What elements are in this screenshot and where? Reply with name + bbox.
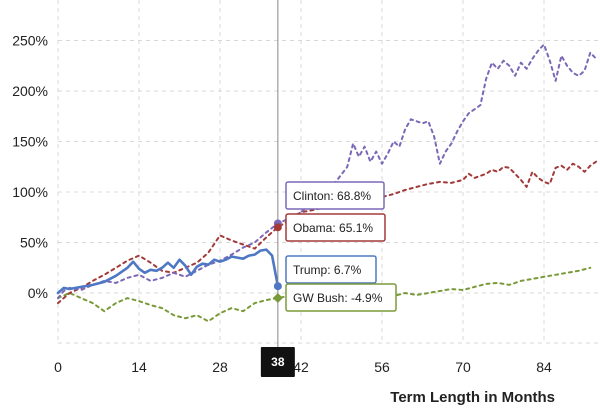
y-tick-label: 150% (12, 134, 48, 150)
x-tick-label: 0 (54, 359, 62, 375)
tooltip-box (285, 255, 377, 284)
x-axis: 0 14 28 42 56 70 84 (54, 359, 552, 375)
x-tick-label: 28 (212, 359, 228, 375)
x-tick-label: 84 (536, 359, 552, 375)
tooltip-box (285, 283, 397, 312)
marker-gw-bush (272, 292, 283, 303)
tooltip-box (285, 181, 385, 210)
tooltip-box (285, 213, 386, 242)
x-tick-label: 56 (374, 359, 390, 375)
series-line-obama (57, 160, 598, 305)
y-tick-label: 250% (12, 33, 48, 49)
gridlines (57, 0, 600, 344)
tooltip-text: Trump: 6.7% (293, 263, 362, 277)
tooltip-gw-bush: GW Bush: -4.9% (285, 283, 397, 312)
crosshair-label: 38 (271, 355, 285, 369)
y-axis: 0% 50% 100% 150% 200% 250% (12, 33, 48, 302)
tooltip-trump: Trump: 6.7% (285, 255, 377, 284)
series-line-clinton (57, 43, 598, 300)
y-tick-label: 100% (12, 184, 48, 200)
y-tick-label: 50% (20, 235, 48, 251)
tooltip-text: GW Bush: -4.9% (293, 291, 383, 305)
marker-obama (273, 223, 282, 232)
tooltip-text: Clinton: 68.8% (293, 189, 371, 203)
tooltip-obama: Obama: 65.1% (285, 213, 386, 242)
tooltip-clinton: Clinton: 68.8% (285, 181, 385, 210)
x-tick-label: 42 (293, 359, 309, 375)
tooltip-text: Obama: 65.1% (293, 221, 373, 235)
crosshair-badge (260, 347, 295, 377)
marker-trump (273, 282, 282, 291)
crosshair[interactable]: 38 (260, 0, 295, 377)
x-axis-label: Term Length in Months (390, 389, 555, 406)
tooltips: Clinton: 68.8% Obama: 65.1% Trump: 6.7% GW … (285, 181, 397, 312)
y-tick-label: 0% (28, 285, 48, 301)
series-line-trump (56, 248, 280, 295)
x-tick-label: 70 (455, 359, 471, 375)
y-tick-label: 200% (12, 83, 48, 99)
x-tick-label: 14 (131, 359, 147, 375)
